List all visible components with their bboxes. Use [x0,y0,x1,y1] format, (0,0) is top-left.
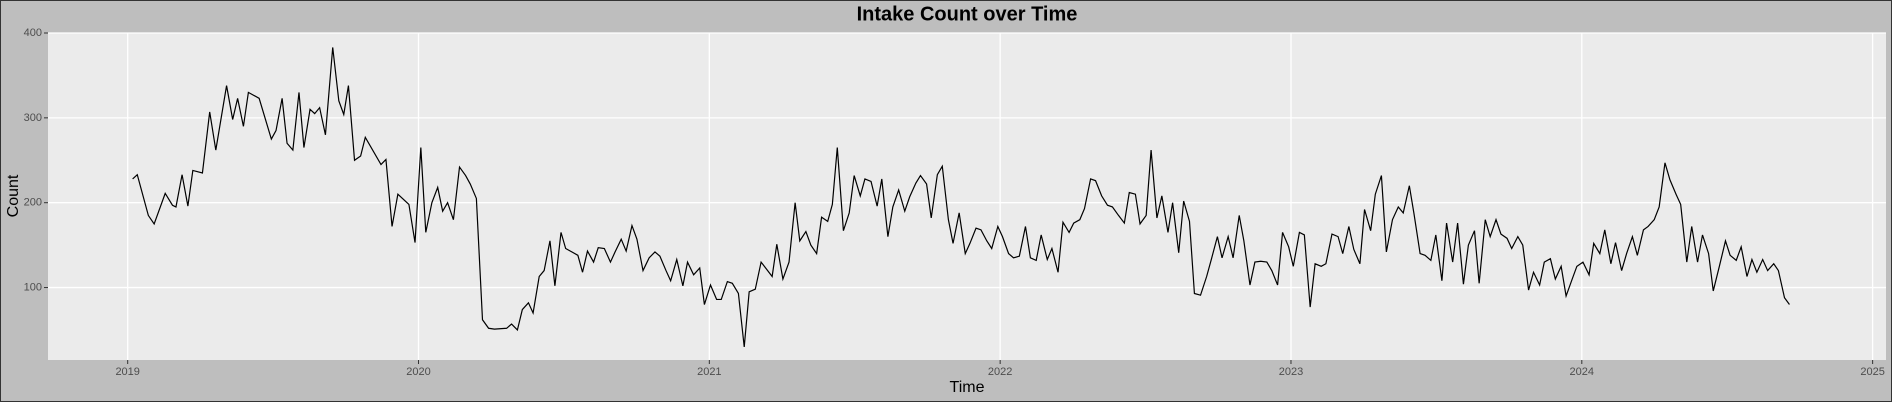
y-tick-label: 400 [24,27,42,39]
x-tick-label: 2022 [988,366,1012,378]
y-tick-label: 300 [24,112,42,124]
chart-title: Intake Count over Time [857,3,1078,25]
grid [48,32,1886,360]
marks [132,47,1790,347]
y-tick-label: 100 [24,281,42,293]
plot-panel [48,33,1886,360]
x-tick-label: 2023 [1279,366,1303,378]
x-axis-title: Time [950,379,985,396]
x-tick-label: 2025 [1860,366,1884,378]
line [132,47,1790,347]
y-tick-label: 200 [24,197,42,209]
x-tick-label: 2019 [115,366,139,378]
x-tick-label: 2020 [406,366,430,378]
y-axis-title: Count [5,174,22,217]
x-tick-label: 2021 [697,366,721,378]
x-tick-label: 2024 [1570,366,1594,378]
